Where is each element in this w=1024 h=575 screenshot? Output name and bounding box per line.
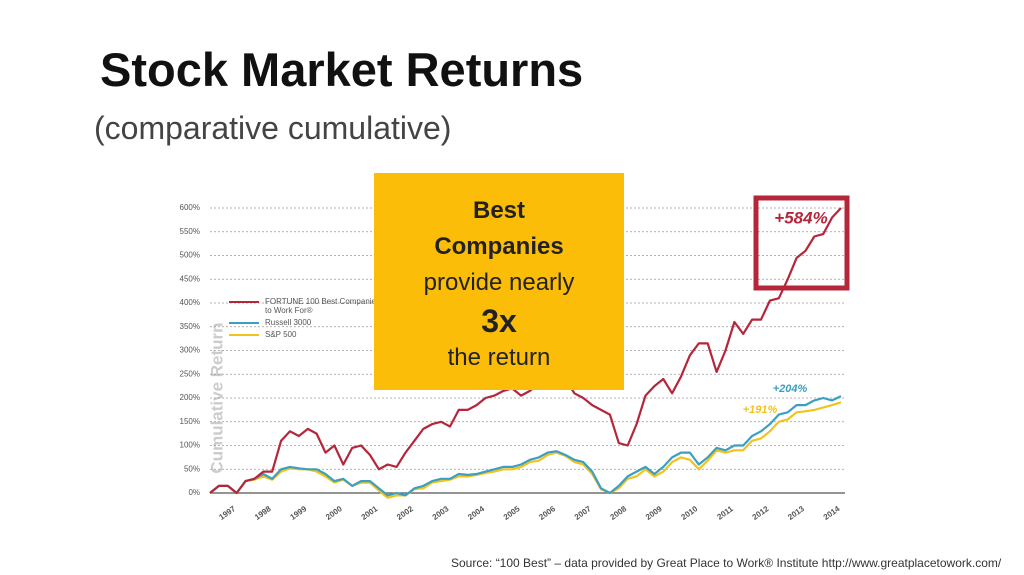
x-tick-label: 2002 [395, 504, 415, 522]
x-tick-label: 2014 [822, 504, 842, 522]
series-line [209, 207, 842, 495]
legend-label: FORTUNE 100 Best Companies to Work For® [265, 297, 381, 315]
series-line [209, 395, 842, 497]
x-tick-label: 2005 [502, 504, 522, 522]
annotation: +191% [743, 404, 778, 416]
y-tick-label: 550% [180, 227, 200, 236]
callout-line: Best [472, 197, 526, 224]
legend-item: Russell 3000 [229, 318, 380, 327]
x-tick-label: 2006 [537, 504, 557, 522]
annotation: +584% [774, 208, 827, 227]
annotation: +204% [773, 383, 808, 395]
legend-swatch [229, 334, 259, 336]
callout-line: 3x [481, 303, 517, 339]
legend: FORTUNE 100 Best Companies to Work For® R… [229, 297, 380, 342]
x-tick-label: 2000 [324, 504, 344, 522]
legend-label: S&P 500 [265, 330, 297, 339]
x-tick-label: 1998 [253, 504, 273, 522]
y-tick-label: 400% [180, 298, 200, 307]
highlight-box [753, 195, 850, 291]
x-tick-label: 2013 [786, 504, 806, 522]
y-tick-label: 0% [188, 488, 200, 497]
x-tick-label: 2004 [466, 504, 486, 522]
x-tick-label: 2008 [608, 504, 628, 522]
y-tick-label: 50% [184, 464, 200, 473]
legend-swatch [229, 301, 259, 303]
slide-subtitle: (comparative cumulative) [94, 110, 452, 146]
y-tick-label: 250% [180, 369, 200, 378]
y-tick-label: 450% [180, 274, 200, 283]
y-tick-label: 100% [180, 441, 200, 450]
y-tick-label: 200% [180, 393, 200, 402]
legend-item: S&P 500 [229, 330, 380, 339]
y-tick-label: 150% [180, 417, 200, 426]
y-tick-label: 500% [180, 251, 200, 260]
x-tick-label: 2009 [644, 504, 664, 522]
slide-title: Stock Market Returns [100, 43, 584, 96]
callout-box: Best Companies provide nearly 3x the ret… [374, 173, 624, 390]
legend-item: FORTUNE 100 Best Companies to Work For® [229, 297, 380, 315]
x-tick-label: 2001 [360, 504, 380, 522]
x-tick-label: 1997 [217, 504, 237, 522]
callout-line: the return [447, 344, 551, 371]
x-tick-label: 2011 [715, 504, 735, 522]
series-line [209, 401, 842, 499]
x-tick-label: 2010 [680, 504, 700, 522]
source-note: Source: “100 Best” – data provided by Gr… [451, 556, 1002, 570]
callout-line: provide nearly [423, 269, 575, 296]
y-tick-label: 600% [180, 203, 200, 212]
x-tick-label: 2003 [431, 504, 451, 522]
y-axis-label: Cumulative Return [207, 322, 226, 473]
x-tick-label: 1999 [289, 504, 309, 522]
x-tick-label: 2007 [573, 504, 593, 522]
legend-swatch [229, 322, 259, 324]
callout-line: Companies [434, 233, 564, 260]
y-tick-label: 300% [180, 346, 200, 355]
legend-label: Russell 3000 [265, 318, 312, 327]
y-tick-label: 350% [180, 322, 200, 331]
x-tick-label: 2012 [751, 504, 771, 522]
